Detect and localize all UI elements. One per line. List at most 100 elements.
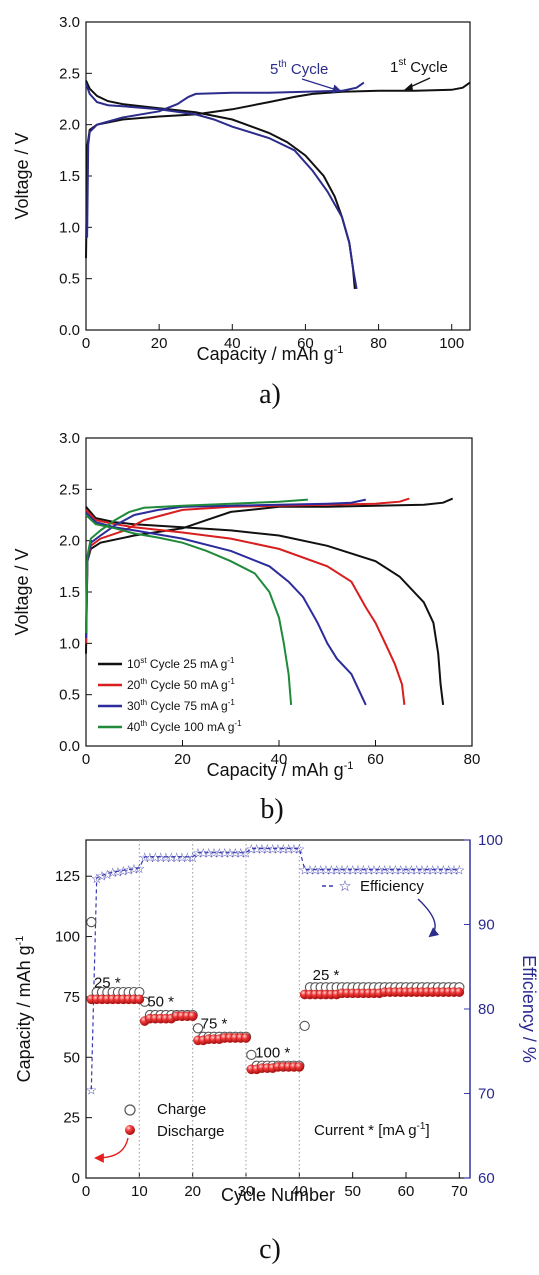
panel-c-rate-label: 100 *	[255, 1044, 290, 1061]
panel-b-lines	[85, 497, 454, 706]
panel-c-ticks: 0 10 20 30 40 50 60 70 0 25 50 75 100 125 60 70 80 90 100	[55, 832, 503, 1200]
legend-40th-unit: -1	[234, 719, 242, 728]
annotation-cycle1-rest: Cycle	[406, 59, 448, 76]
legend-20th-rest: Cycle 50 mA g	[147, 678, 228, 692]
panel-b-xtick-label: 40	[271, 751, 288, 768]
panel-b-ytick-label: 0.5	[59, 687, 80, 704]
panel-a-cycle5-charge-line	[86, 81, 365, 238]
legend-item-10th: 10st Cycle 25 mA g-1	[98, 656, 235, 671]
panel-c-efficiency-star-icon: ☆	[411, 863, 423, 878]
panel-c-xtick-label: 20	[184, 1183, 201, 1200]
panel-c-efficiency-star-icon: ☆	[331, 863, 343, 878]
panel-c-efficiency-star-icon: ☆	[267, 841, 279, 856]
panel-c: 0 10 20 30 40 50 60 70 0 25 50 75 100 125 60 70 80 90 100 …	[14, 832, 539, 1265]
panel-c-efficiency-star-icon: ☆	[214, 846, 226, 861]
panel-c-efficiency-star-icon: ☆	[246, 841, 258, 856]
panel-c-ytick-label: 0	[72, 1170, 80, 1187]
panel-b-ytick-label: 2.5	[59, 481, 80, 498]
panel-b-series-0-discharge-line	[85, 506, 445, 706]
panel-b-label: b)	[260, 794, 283, 825]
panel-c-efficiency-star-icon: ☆	[171, 850, 183, 865]
panel-c-efficiency-star-icon: ☆	[134, 861, 146, 876]
panel-c-efficiency-star-icon: ☆	[283, 841, 295, 856]
panel-c-efficiency-star-icon: ☆	[182, 850, 194, 865]
panel-c-rate-labels: 25 * 50 * 75 * 100 * 25 *	[94, 967, 340, 1061]
panel-c-efficiency-star-icon: ☆	[256, 841, 268, 856]
panel-c-ytick-label: 50	[63, 1049, 80, 1066]
panel-c-efficiency-star-icon: ☆	[454, 863, 466, 878]
legend-10th-unit: -1	[227, 656, 235, 665]
panel-a-xlabel-sup: -1	[334, 344, 344, 356]
panel-c-efficiency-star-icon: ☆	[448, 863, 460, 878]
panel-c-efficiency-star-icon: ☆	[208, 846, 220, 861]
panel-b: 0 20 40 60 80 0.0 0.5 1.0 1.5 2.0 2.5 3.0 10st Cycl…	[12, 430, 480, 825]
panel-c-efficiency-star-icon: ☆	[379, 863, 391, 878]
panel-c-efficiency-star-icon: ☆	[320, 863, 332, 878]
panel-c-charge-point	[299, 1020, 310, 1032]
panel-c-efficiency-star-icon: ☆	[96, 868, 108, 883]
panel-c-efficiency-star-icon: ☆	[198, 846, 210, 861]
panel-c-efficiency-star-icon: ☆	[144, 850, 156, 865]
panel-c-charge-point	[86, 916, 97, 928]
panel-c-efficiency-star-icon: ☆	[326, 863, 338, 878]
panel-a-xtick-label: 40	[224, 335, 241, 352]
legend-30th-rest: Cycle 75 mA g	[147, 699, 228, 713]
panel-c-efficiency-star-icon: ☆	[123, 863, 135, 878]
panel-c-xtick-label: 10	[131, 1183, 148, 1200]
charge-legend-label: Charge	[157, 1101, 206, 1118]
panel-c-efficiency-star-icon: ☆	[155, 850, 167, 865]
legend-item-20th: 20th Cycle 50 mA g-1	[98, 677, 235, 692]
panel-c-efficiency-star-icon: ☆	[432, 863, 444, 878]
panel-b-series-1-discharge-line	[85, 509, 406, 706]
annotation-cycle5-rest: Cycle	[287, 61, 329, 78]
panel-c-xlabel: Cycle Number	[221, 1185, 335, 1205]
panel-c-efficiency-star-icon: ☆	[294, 841, 306, 856]
panel-c-ytick-label: 125	[55, 868, 80, 885]
panel-c-efficiency-star-icon: ☆	[262, 841, 274, 856]
panel-a-xtick-label: 100	[439, 335, 464, 352]
panel-a-ytick-label: 0.0	[59, 322, 80, 339]
panel-c-efficiency-star-icon: ☆	[118, 863, 130, 878]
legend-20th-sup: th	[140, 677, 147, 686]
panel-c-efficiency-star-icon: ☆	[288, 841, 300, 856]
panel-b-series-0-charge-line	[85, 497, 454, 654]
legend-30th-num: 30	[127, 699, 141, 713]
panel-c-efficiency-star-icon: ☆	[272, 841, 284, 856]
legend-40th-sup: th	[140, 719, 147, 728]
panel-c-charge-point	[246, 1049, 257, 1061]
panel-c-efficiency-star-icon: ☆	[176, 850, 188, 865]
panel-b-series-2-discharge-line	[85, 512, 367, 706]
panel-c-efficiency-star-icon: ☆	[443, 863, 455, 878]
efficiency-legend-label: Efficiency	[360, 878, 424, 895]
panel-c-efficiency-star-icon: ☆	[192, 846, 204, 861]
panel-c-xtick-label: 70	[451, 1183, 468, 1200]
panel-c-discharge-point	[294, 1062, 305, 1072]
panel-c-efficiency-star-icon: ☆	[304, 863, 316, 878]
panel-c-efficiency-star-icon: ☆	[416, 863, 428, 878]
panel-c-efficiency-star-icon: ☆	[315, 863, 327, 878]
panel-b-xtick-label: 20	[174, 751, 191, 768]
panel-c-efficiency-star-icon: ☆	[299, 863, 311, 878]
panel-c-efficiency-star-icon: ☆	[224, 846, 236, 861]
panel-a-xtick-label: 20	[151, 335, 168, 352]
panel-c-efficiency-star-icon: ☆	[363, 863, 375, 878]
panel-a-ylabel: Voltage / V	[12, 132, 32, 219]
panel-c-efficiency-star-icon: ☆	[384, 863, 396, 878]
panel-c-efficiency-legend: ☆ Efficiency	[322, 878, 440, 938]
legend-item-40th: 40th Cycle 100 mA g-1	[98, 719, 242, 734]
panel-c-efficiency-star-icon: ☆	[91, 871, 103, 886]
panel-c-discharge-point	[187, 1011, 198, 1022]
panel-c-efficiency-star-icon: ☆	[342, 863, 354, 878]
panel-c-xtick-label: 30	[238, 1183, 255, 1200]
legend-item-30th: 30th Cycle 75 mA g-1	[98, 698, 235, 713]
panel-c-efficiency-star-icon: ☆	[374, 863, 386, 878]
panel-b-xlabel-sup: -1	[344, 760, 354, 772]
panel-c-ylabel: Capacity / mAh g-1	[14, 936, 34, 1083]
panel-c-efficiency-star-icon: ☆	[102, 867, 114, 882]
panel-c-efficiency-star-icon: ☆	[150, 850, 162, 865]
panel-c-ytick-label: 75	[63, 989, 80, 1006]
panel-c-efficiency-star-icon: ☆	[347, 863, 359, 878]
legend-40th-num: 40	[127, 720, 141, 734]
panel-a-cycle5-discharge-line	[85, 83, 358, 290]
